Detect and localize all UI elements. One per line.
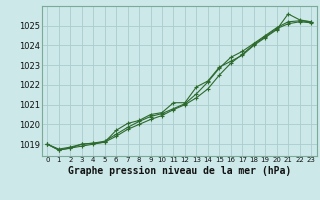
X-axis label: Graphe pression niveau de la mer (hPa): Graphe pression niveau de la mer (hPa): [68, 166, 291, 176]
